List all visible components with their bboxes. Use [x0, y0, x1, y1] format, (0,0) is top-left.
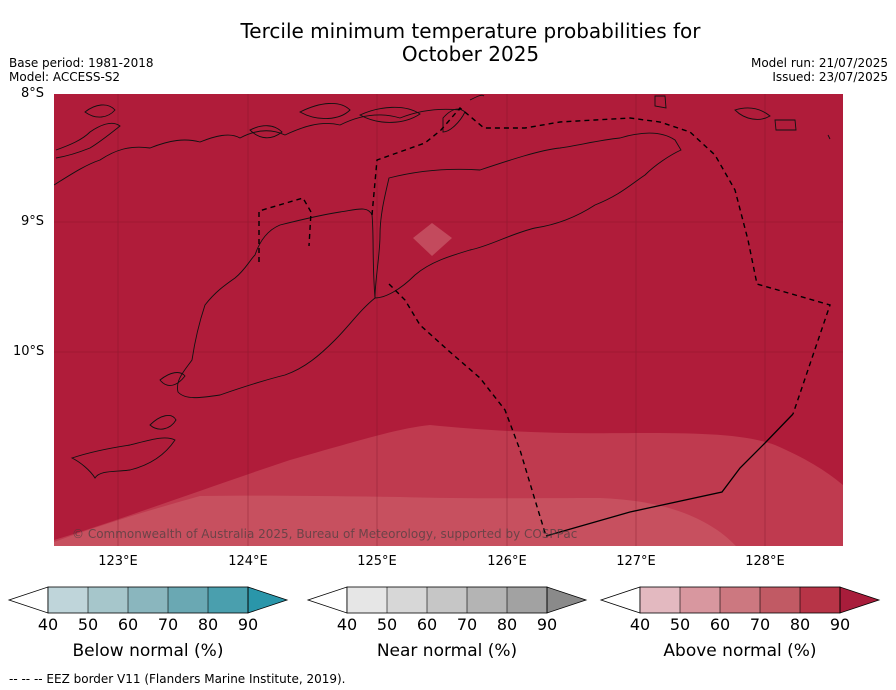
lon-label-128e: 128°E [745, 554, 785, 569]
map-layer [54, 94, 843, 546]
near-colorbar-tick: 80 [496, 615, 518, 634]
above-colorbar-tick: 50 [669, 615, 691, 634]
below-colorbar-tick: 80 [197, 615, 219, 634]
above-colorbar-segment [640, 587, 680, 613]
lon-label-125e: 125°E [357, 554, 397, 569]
below-colorbar-outline [47, 586, 249, 614]
title-line-2: October 2025 [401, 42, 540, 66]
near-colorbar-tick: 60 [416, 615, 438, 634]
eez-border [258, 107, 831, 537]
lon-label-127e: 127°E [616, 554, 656, 569]
eez-solid-border [545, 413, 794, 537]
map-title: Tercile minimum temperature probabilitie… [0, 20, 896, 66]
base-period: Base period: 1981-2018 [9, 56, 154, 70]
colorbar-near-normal [306, 586, 588, 614]
below-colorbar-segment [128, 587, 168, 613]
probability-field-70 [54, 495, 736, 546]
below-colorbar-segment [88, 587, 128, 613]
coastlines [54, 94, 831, 479]
below-colorbar-segment [208, 587, 248, 613]
near-colorbar-extend-high [546, 586, 588, 614]
lon-label-123e: 123°E [98, 554, 138, 569]
below-colorbar-tick: 60 [117, 615, 139, 634]
below-colorbar-tick: 40 [37, 615, 59, 634]
above-colorbar-tick: 70 [749, 615, 771, 634]
above-colorbar-extend-low [599, 586, 641, 614]
below-colorbar-extend-high [247, 586, 289, 614]
near-colorbar-extend-low [306, 586, 348, 614]
graticule [54, 94, 843, 546]
near-colorbar-tick: 70 [456, 615, 478, 634]
near-colorbar-tick: 50 [376, 615, 398, 634]
model-run: Model run: 21/07/2025 [750, 56, 888, 70]
above-colorbar-tick: 60 [709, 615, 731, 634]
near-colorbar-segment [507, 587, 547, 613]
issued-date: Issued: 23/07/2025 [772, 70, 888, 84]
above-colorbar-segment [800, 587, 840, 613]
below-colorbar-tick: 70 [157, 615, 179, 634]
below-colorbar-segment [168, 587, 208, 613]
below-colorbar-segment [48, 587, 88, 613]
above-colorbar-tick: 40 [629, 615, 651, 634]
lon-label-124e: 124°E [228, 554, 268, 569]
above-colorbar-extend-high [839, 586, 881, 614]
below-normal-label: Below normal (%) [72, 641, 224, 661]
near-colorbar-tick: 40 [336, 615, 358, 634]
near-colorbar-tick: 90 [536, 615, 558, 634]
above-colorbar-segment [680, 587, 720, 613]
run-info-left: Base period: 1981-2018 Model: ACCESS-S2 [9, 56, 154, 84]
title-line-1: Tercile minimum temperature probabilitie… [240, 19, 701, 43]
above-colorbar-tick: 80 [789, 615, 811, 634]
above-colorbar-segment [720, 587, 760, 613]
below-colorbar-tick: 90 [237, 615, 259, 634]
above-colorbar-tick: 90 [829, 615, 851, 634]
copyright-notice: © Commonwealth of Australia 2025, Bureau… [72, 527, 578, 541]
above-colorbar-segment [760, 587, 800, 613]
below-colorbar-tick: 50 [77, 615, 99, 634]
colorbar-below-normal [7, 586, 289, 614]
above-normal-label: Above normal (%) [663, 641, 817, 661]
lat-label-9s: 9°S [21, 214, 45, 229]
lon-label-126e: 126°E [487, 554, 527, 569]
run-info-right: Model run: 21/07/2025 Issued: 23/07/2025 [751, 56, 888, 84]
lat-label-10s: 10°S [13, 344, 45, 359]
lat-label-8s: 8°S [21, 86, 45, 101]
below-colorbar-extend-low [7, 586, 49, 614]
model-name: Model: ACCESS-S2 [9, 70, 121, 84]
probability-field-patch [413, 223, 452, 256]
near-normal-label: Near normal (%) [376, 641, 518, 661]
near-colorbar-segment [387, 587, 427, 613]
near-colorbar-segment [467, 587, 507, 613]
near-colorbar-segment [347, 587, 387, 613]
near-colorbar-outline [346, 586, 548, 614]
colorbar-above-normal [599, 586, 881, 614]
eez-legend-note: -- -- -- EEZ border V11 (Flanders Marine… [9, 672, 346, 686]
above-colorbar-outline [639, 586, 841, 614]
near-colorbar-segment [427, 587, 467, 613]
